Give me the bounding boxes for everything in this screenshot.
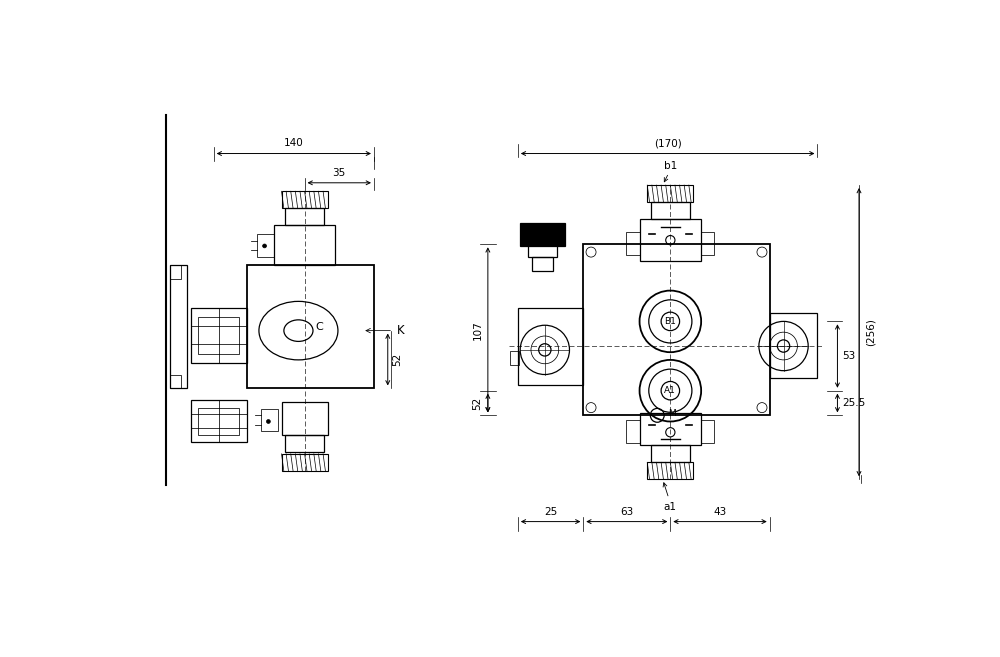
Bar <box>191 400 247 442</box>
Bar <box>285 208 324 225</box>
Bar <box>528 236 557 258</box>
Bar <box>651 445 690 463</box>
Bar <box>191 307 247 363</box>
Bar <box>640 219 701 261</box>
Bar <box>701 232 714 255</box>
Text: C: C <box>315 322 323 332</box>
Bar <box>520 223 565 246</box>
Text: 52: 52 <box>472 396 482 409</box>
Bar <box>651 202 690 219</box>
Bar <box>170 265 187 388</box>
Text: 140: 140 <box>284 138 304 148</box>
Text: (170): (170) <box>654 138 682 148</box>
Bar <box>261 409 278 431</box>
Text: 25.5: 25.5 <box>842 398 865 408</box>
Bar <box>198 317 239 353</box>
Text: b1: b1 <box>664 161 677 171</box>
Text: 63: 63 <box>620 507 633 517</box>
Bar <box>647 185 693 202</box>
Bar <box>626 232 640 255</box>
Text: 53: 53 <box>842 351 855 361</box>
Bar <box>647 463 693 479</box>
Bar <box>274 225 335 265</box>
Bar <box>285 434 324 451</box>
Bar <box>626 420 640 443</box>
Bar <box>282 402 328 434</box>
Bar <box>170 265 181 279</box>
Text: K: K <box>397 324 405 337</box>
Text: 52: 52 <box>392 353 402 366</box>
Bar <box>282 454 328 471</box>
Text: 107: 107 <box>472 320 482 340</box>
Bar <box>701 420 714 443</box>
Bar <box>532 257 553 271</box>
Text: B1: B1 <box>664 317 676 326</box>
Circle shape <box>263 244 266 248</box>
Text: (256): (256) <box>865 318 875 346</box>
Bar <box>518 307 583 384</box>
Text: a1: a1 <box>664 503 677 512</box>
Text: 43: 43 <box>713 507 727 517</box>
Bar <box>257 235 274 258</box>
Text: 25: 25 <box>544 507 557 517</box>
Text: A1: A1 <box>664 386 676 396</box>
Bar <box>770 313 817 378</box>
Circle shape <box>266 420 270 423</box>
Bar <box>510 351 519 365</box>
Bar <box>198 407 239 434</box>
Bar <box>247 265 374 388</box>
Bar <box>170 374 181 388</box>
Text: M: M <box>668 409 676 419</box>
Bar <box>640 413 701 445</box>
Bar <box>583 244 770 415</box>
Text: 35: 35 <box>333 168 346 178</box>
Bar <box>282 191 328 208</box>
